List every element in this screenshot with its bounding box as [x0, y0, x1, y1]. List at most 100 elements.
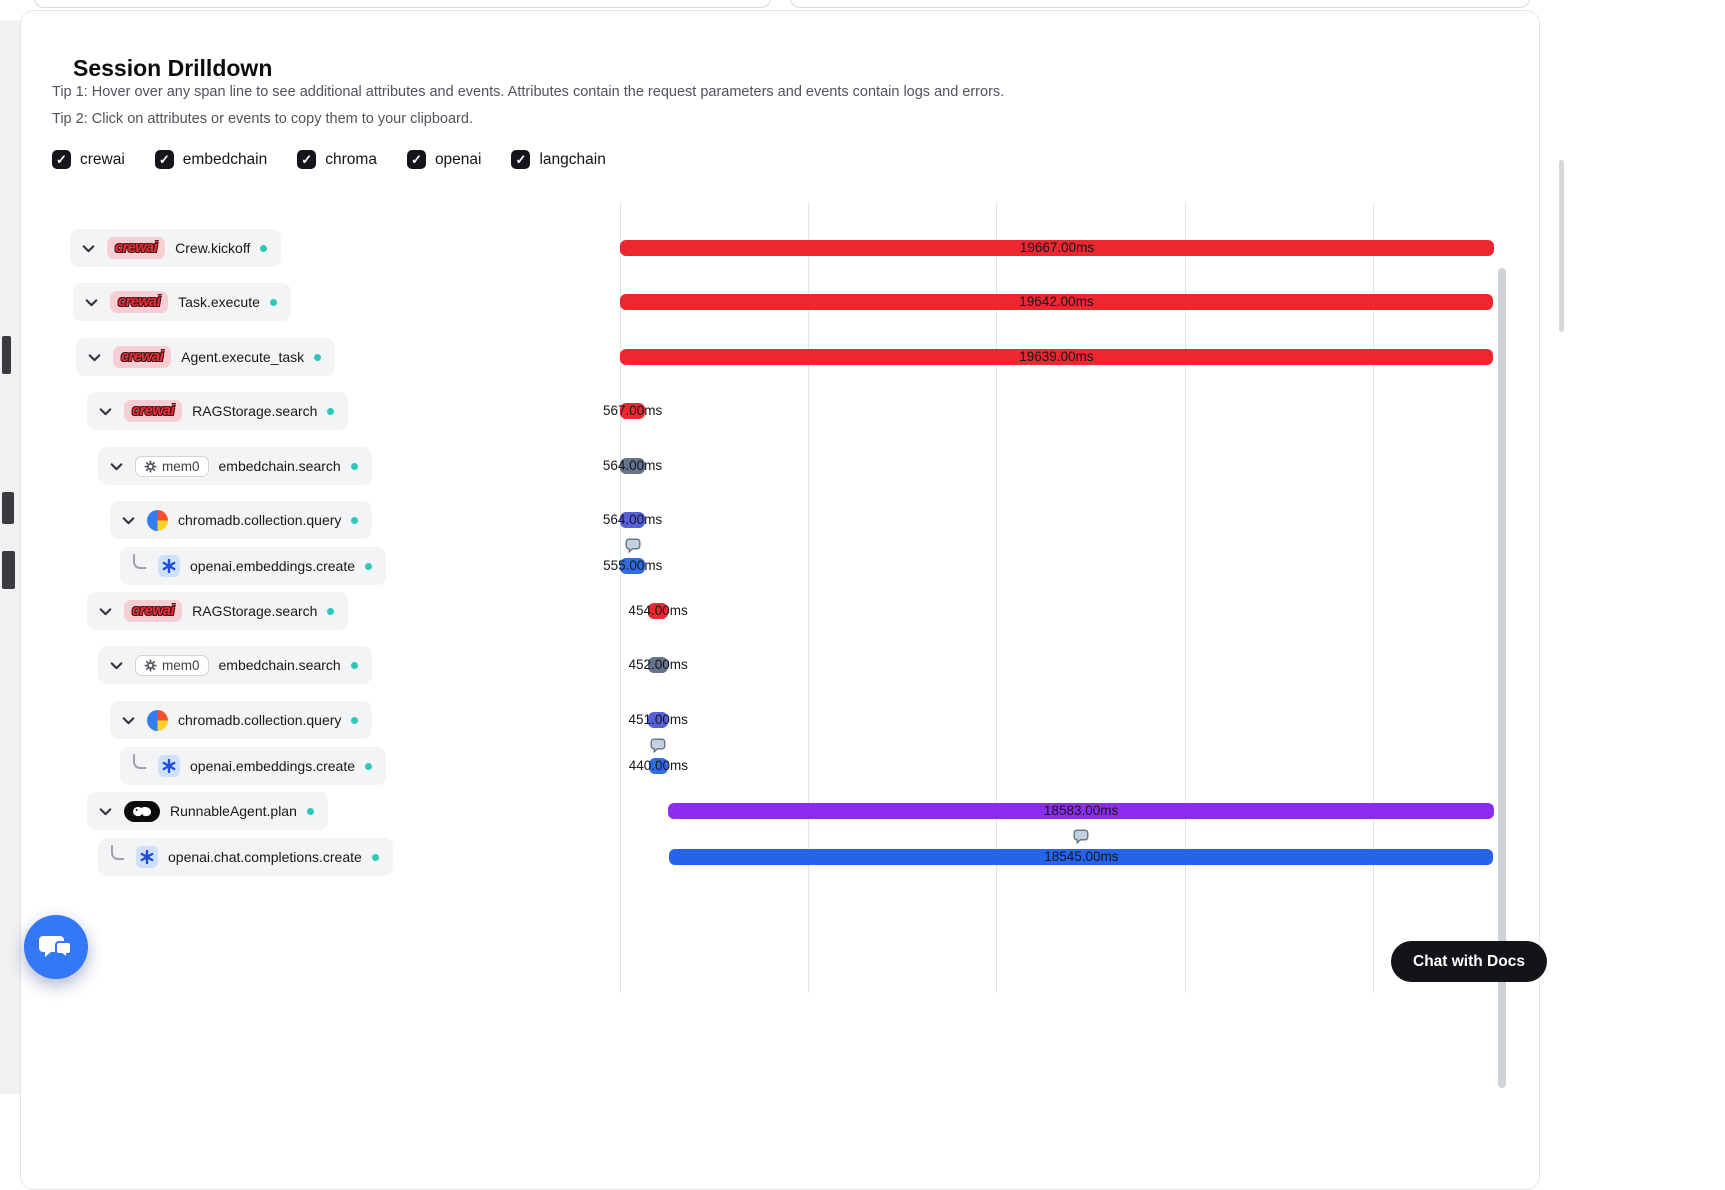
span-bar-chromadb-collection-query[interactable] [620, 512, 646, 528]
chat-with-docs-button[interactable]: Chat with Docs [1391, 941, 1547, 982]
status-dot [365, 762, 373, 770]
chevron-down-icon[interactable] [83, 294, 100, 311]
chevron-down-icon[interactable] [120, 512, 137, 529]
span-bar-runnableagent-plan[interactable] [668, 803, 1494, 819]
filter-openai[interactable]: ✓ openai [406, 150, 481, 169]
clipped-background-mark [2, 336, 11, 374]
span-row-ragstorage-search[interactable]: crewai RAGStorage.search [87, 592, 349, 630]
span-row-chromadb-collection-query[interactable]: chromadb.collection.query [110, 501, 373, 539]
mem0-logo: mem0 [135, 654, 209, 676]
checkbox-crewai[interactable]: ✓ [52, 150, 71, 169]
left-gutter [0, 20, 20, 1094]
tree-connector [111, 845, 124, 860]
span-bar-task-execute[interactable] [620, 294, 1493, 310]
crewai-logo: crewai [124, 600, 183, 622]
span-name: Agent.execute_task [181, 349, 305, 365]
span-bar-crew-kickoff[interactable] [620, 240, 1494, 256]
openai-logo [158, 555, 180, 577]
tip-2: Tip 2: Click on attributes or events to … [52, 111, 473, 127]
crewai-logo: crewai [110, 291, 169, 313]
event-bubble-icon[interactable] [1073, 829, 1089, 849]
span-bar-openai-embeddings-create[interactable] [648, 758, 669, 774]
span-name: RAGStorage.search [192, 403, 318, 419]
span-bar-openai-chat-completions-create[interactable] [669, 849, 1494, 865]
span-name: Task.execute [178, 294, 260, 310]
span-bar-embedchain-search[interactable] [648, 657, 669, 673]
gear-icon [144, 459, 157, 473]
span-bar-chromadb-collection-query[interactable] [648, 712, 669, 728]
event-bubble-icon[interactable] [625, 538, 641, 558]
span-duration-label: 564.00ms [602, 458, 663, 473]
chevron-down-icon[interactable] [97, 603, 114, 620]
span-duration-label: 567.00ms [602, 403, 663, 418]
span-row-embedchain-search[interactable]: mem0 embedchain.search [98, 646, 372, 684]
span-name: chromadb.collection.query [178, 512, 342, 528]
status-dot [365, 562, 373, 570]
span-row-crew-kickoff[interactable]: crewai Crew.kickoff [70, 229, 282, 267]
span-row-ragstorage-search[interactable]: crewai RAGStorage.search [87, 392, 349, 430]
chevron-down-icon[interactable] [108, 657, 125, 674]
checkbox-embedchain[interactable]: ✓ [154, 150, 174, 169]
timeline-gridline [620, 202, 621, 993]
chat-widget-button[interactable] [24, 915, 88, 979]
page-title: Session Drilldown [73, 55, 273, 81]
status-dot [269, 298, 277, 306]
page-scrollbar[interactable] [1559, 160, 1564, 332]
span-duration-label: 454.00ms [628, 603, 688, 618]
chevron-down-icon[interactable] [97, 403, 114, 420]
checkbox-openai[interactable]: ✓ [406, 150, 426, 169]
openai-logo [136, 846, 158, 868]
span-row-task-execute[interactable]: crewai Task.execute [73, 283, 291, 321]
status-dot [350, 462, 358, 470]
chat-bubbles-icon [39, 932, 73, 962]
timeline-gridline [1185, 202, 1186, 993]
timeline-gridline [808, 202, 809, 993]
span-bar-embedchain-search[interactable] [620, 458, 646, 474]
event-bubble-icon[interactable] [650, 738, 666, 758]
span-row-openai-embeddings-create[interactable]: openai.embeddings.create [120, 547, 387, 585]
filter-label: chroma [325, 150, 377, 168]
chroma-logo [147, 509, 168, 531]
clipped-background-mark [2, 492, 14, 524]
filter-langchain[interactable]: ✓ langchain [511, 150, 606, 169]
chevron-down-icon[interactable] [80, 240, 97, 257]
span-duration-label: 452.00ms [628, 657, 688, 672]
status-dot [371, 853, 379, 861]
span-row-openai-chat-completions-create[interactable]: openai.chat.completions.create [98, 838, 393, 876]
filter-chroma[interactable]: ✓ chroma [297, 150, 377, 169]
span-bar-ragstorage-search[interactable] [620, 403, 646, 419]
chevron-down-icon[interactable] [86, 349, 103, 366]
span-name: embedchain.search [218, 458, 341, 474]
span-name: RunnableAgent.plan [170, 803, 297, 819]
filter-embedchain[interactable]: ✓ embedchain [154, 150, 267, 169]
span-duration-label: 18583.00ms [1043, 803, 1119, 818]
span-bar-openai-embeddings-create[interactable] [620, 558, 646, 574]
checkbox-langchain[interactable]: ✓ [511, 150, 531, 169]
status-dot [327, 407, 335, 415]
span-row-agent-execute-task[interactable]: crewai Agent.execute_task [76, 338, 336, 376]
span-row-embedchain-search[interactable]: mem0 embedchain.search [98, 447, 372, 485]
chevron-down-icon[interactable] [108, 458, 125, 475]
span-bar-agent-execute-task[interactable] [620, 349, 1493, 365]
span-row-chromadb-collection-query[interactable]: chromadb.collection.query [110, 701, 373, 739]
span-name: Crew.kickoff [175, 240, 251, 256]
crewai-logo: crewai [113, 346, 172, 368]
span-row-runnableagent-plan[interactable]: RunnableAgent.plan [87, 792, 328, 830]
span-duration-label: 451.00ms [628, 712, 688, 727]
gear-icon [144, 658, 157, 672]
span-name: openai.embeddings.create [190, 558, 356, 574]
span-duration-label: 18545.00ms [1044, 849, 1119, 864]
span-duration-label: 440.00ms [628, 758, 688, 773]
tree-connector [133, 554, 146, 569]
chroma-logo [147, 709, 168, 731]
checkbox-chroma[interactable]: ✓ [297, 150, 317, 169]
trace-scrollbar[interactable] [1498, 268, 1506, 1088]
span-bar-ragstorage-search[interactable] [647, 603, 669, 619]
chevron-down-icon[interactable] [97, 803, 114, 820]
filter-crewai[interactable]: ✓ crewai [52, 150, 125, 169]
span-row-openai-embeddings-create[interactable]: openai.embeddings.create [120, 747, 387, 785]
span-duration-label: 564.00ms [602, 512, 663, 527]
chevron-down-icon[interactable] [120, 712, 137, 729]
span-name: chromadb.collection.query [178, 712, 342, 728]
span-name: embedchain.search [218, 657, 341, 673]
